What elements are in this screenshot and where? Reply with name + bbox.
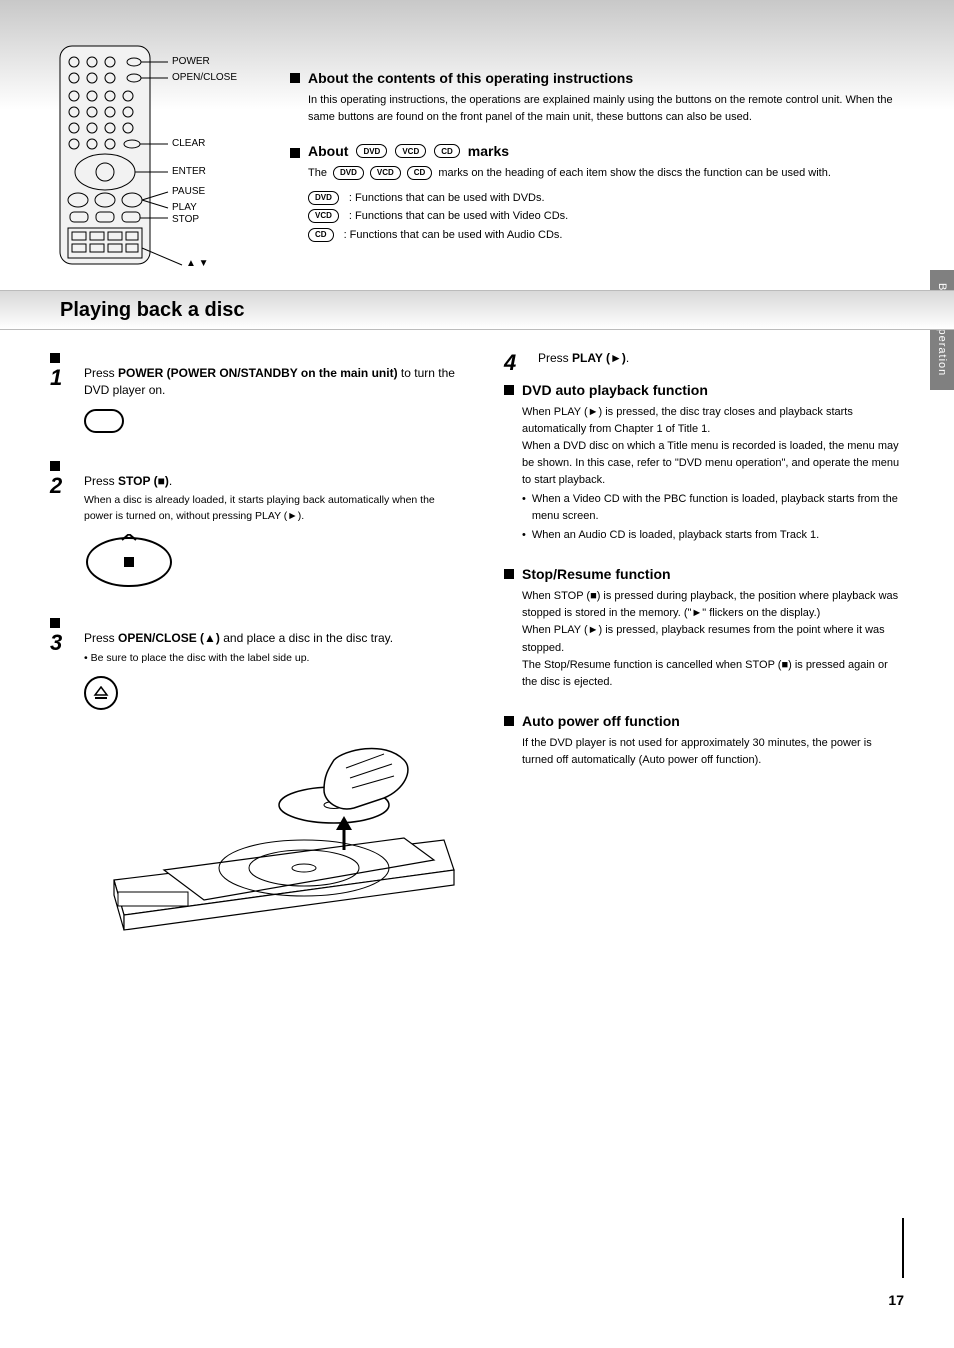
- stop-pad-icon: [84, 534, 464, 593]
- feature-1: About the contents of this operating ins…: [290, 70, 904, 125]
- feature-2-title-suffix: marks: [468, 143, 509, 159]
- badge-dvd: DVD: [333, 166, 364, 180]
- step-4-text: Press PLAY (►).: [538, 350, 904, 367]
- stop-resume-body: When STOP (■) is pressed during playback…: [522, 588, 904, 690]
- badge-dvd: DVD: [356, 144, 387, 158]
- auto-poweroff-body: If the DVD player is not used for approx…: [522, 735, 904, 769]
- square-bullet-icon: [504, 385, 514, 395]
- remote-label-stop: STOP: [172, 214, 199, 225]
- square-bullet-icon: [290, 73, 300, 83]
- square-bullet-icon: [50, 461, 60, 471]
- section-title: Playing back a disc: [50, 290, 904, 330]
- left-column: 1 Press POWER (POWER ON/STANDBY on the m…: [50, 350, 464, 961]
- step-1-text: Press POWER (POWER ON/STANDBY on the mai…: [84, 365, 464, 399]
- feature-2-line-1: : Functions that can be used with Video …: [349, 208, 568, 225]
- badge-cd: CD: [407, 166, 433, 180]
- eject-button-icon: [84, 676, 464, 710]
- badge-vcd: VCD: [370, 166, 401, 180]
- step-number: 4: [504, 350, 526, 376]
- square-bullet-icon: [504, 716, 514, 726]
- power-button-icon: [84, 409, 464, 436]
- auto-playback-block: DVD auto playback function When PLAY (►)…: [504, 382, 904, 544]
- badge-vcd: VCD: [395, 144, 426, 158]
- feature-1-title: About the contents of this operating ins…: [308, 70, 633, 86]
- step-2: 2 Press STOP (■). When a disc is already…: [50, 473, 464, 597]
- remote-label-play: PLAY: [172, 202, 197, 213]
- remote-column: POWER OPEN/CLOSE CLEAR ENTER PAUSE PLAY …: [50, 40, 250, 270]
- feature-2-intro-1: The: [308, 165, 327, 182]
- remote-label-openclose: OPEN/CLOSE: [172, 72, 237, 83]
- right-column: 4 Press PLAY (►). DVD auto playback func…: [504, 350, 904, 961]
- disc-tray-illustration: [84, 720, 464, 943]
- remote-label-power: POWER: [172, 56, 210, 67]
- remote-label-pause: PAUSE: [172, 186, 205, 197]
- step-1: 1 Press POWER (POWER ON/STANDBY on the m…: [50, 365, 464, 440]
- remote-label-enter: ENTER: [172, 166, 206, 177]
- auto-playback-bullet-1: When an Audio CD is loaded, playback sta…: [522, 527, 904, 544]
- feature-1-body: In this operating instructions, the oper…: [308, 92, 904, 125]
- auto-poweroff-title: Auto power off function: [522, 713, 680, 729]
- feature-2-line-0: : Functions that can be used with DVDs.: [349, 190, 545, 207]
- feature-2-line-2: : Functions that can be used with Audio …: [344, 227, 563, 244]
- feature-2-title-prefix: About: [308, 143, 348, 159]
- top-row: POWER OPEN/CLOSE CLEAR ENTER PAUSE PLAY …: [50, 40, 904, 270]
- stop-resume-title: Stop/Resume function: [522, 566, 671, 582]
- feature-2-body: The DVD VCD CD marks on the heading of e…: [308, 165, 904, 243]
- square-bullet-icon: [290, 148, 300, 158]
- step-number: 3: [50, 630, 72, 943]
- step-number: 1: [50, 365, 72, 440]
- step-3-text: Press OPEN/CLOSE (▲) and place a disc in…: [84, 630, 464, 647]
- step-3-sub: • Be sure to place the disc with the lab…: [84, 651, 464, 666]
- remote-label-clear: CLEAR: [172, 138, 205, 149]
- features-column: About the contents of this operating ins…: [290, 40, 904, 270]
- page-number: 17: [888, 1292, 904, 1308]
- step-2-text: Press STOP (■).: [84, 473, 464, 490]
- remote-label-updown: ▲ ▼: [186, 258, 209, 269]
- section-heading-bar: Playing back a disc: [50, 290, 904, 330]
- footer-rule: [898, 1218, 904, 1278]
- badge-vcd: VCD: [308, 209, 339, 223]
- two-column-area: 1 Press POWER (POWER ON/STANDBY on the m…: [50, 350, 904, 961]
- step-4: 4 Press PLAY (►).: [504, 350, 904, 376]
- badge-dvd: DVD: [308, 191, 339, 205]
- square-bullet-icon: [50, 618, 60, 628]
- page-content: POWER OPEN/CLOSE CLEAR ENTER PAUSE PLAY …: [0, 0, 954, 961]
- feature-2-intro-2: marks on the heading of each item show t…: [438, 165, 831, 182]
- step-2-sub: When a disc is already loaded, it starts…: [84, 493, 464, 523]
- auto-poweroff-block: Auto power off function If the DVD playe…: [504, 713, 904, 769]
- auto-playback-title: DVD auto playback function: [522, 382, 708, 398]
- square-bullet-icon: [504, 569, 514, 579]
- feature-2: About DVD VCD CD marks The DVD VCD CD ma…: [290, 143, 904, 243]
- step-3: 3 Press OPEN/CLOSE (▲) and place a disc …: [50, 630, 464, 943]
- step-number: 2: [50, 473, 72, 597]
- square-bullet-icon: [50, 353, 60, 363]
- badge-cd: CD: [308, 228, 334, 242]
- auto-playback-bullet-0: When a Video CD with the PBC function is…: [522, 491, 904, 525]
- stop-resume-block: Stop/Resume function When STOP (■) is pr…: [504, 566, 904, 690]
- badge-cd: CD: [434, 144, 460, 158]
- auto-playback-body: When PLAY (►) is pressed, the disc tray …: [522, 404, 904, 489]
